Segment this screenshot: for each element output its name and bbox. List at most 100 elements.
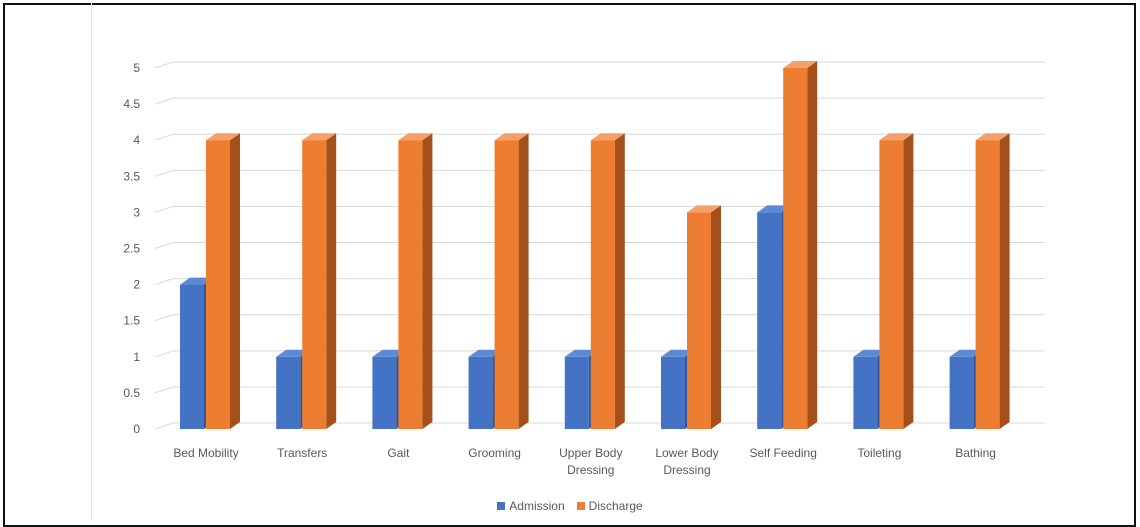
bar-front [757, 212, 782, 429]
gridline-diagonal [154, 61, 174, 69]
bar-front [783, 68, 808, 429]
gridline-diagonal [154, 205, 174, 213]
gridline-diagonal [154, 97, 174, 105]
y-tick-label: 3 [133, 205, 140, 219]
gridline-diagonal [154, 386, 174, 394]
bar-top [757, 205, 792, 213]
bar-top [590, 133, 625, 141]
gridline-diagonal [154, 350, 174, 358]
category-label: Gait [387, 446, 410, 460]
bar-front [687, 212, 711, 429]
bar-side [614, 133, 625, 429]
gridline-diagonal [154, 133, 174, 141]
bar-side [999, 133, 1010, 429]
bar-front [853, 356, 878, 429]
bar-front [661, 356, 685, 429]
y-tick-label: 1.5 [123, 314, 140, 328]
category-label: Self Feeding [750, 446, 817, 460]
bar-discharge [590, 133, 625, 429]
bar-chart: 0 0.5 1 1.5 2 2.5 3 3.5 4 4.5 5 Bed Mobility Transf… [123, 61, 1045, 477]
y-tick-label: 1 [133, 350, 140, 364]
bar-top [302, 133, 337, 141]
bar-front [879, 140, 904, 429]
bar-discharge [783, 61, 818, 429]
bar-discharge [206, 133, 240, 429]
bar-top [468, 349, 503, 357]
bar-side [807, 61, 818, 429]
bar-top [398, 133, 433, 141]
legend-label: Admission [509, 499, 565, 513]
legend-swatch [497, 502, 506, 510]
bar-top [564, 349, 599, 357]
bar-top [949, 349, 984, 357]
y-tick-label: 0 [133, 422, 140, 436]
bar-side [903, 133, 914, 429]
legend-label: Discharge [588, 499, 643, 513]
bar-side [422, 133, 433, 429]
gridline-diagonal [154, 314, 174, 322]
bar-top [783, 61, 818, 68]
bar-front [206, 140, 230, 429]
bar-front [372, 356, 397, 429]
bar-side [230, 133, 240, 429]
bar-discharge [302, 133, 337, 429]
category-label: Lower Body [655, 446, 718, 460]
legend: Admission Discharge [0, 499, 1140, 513]
y-tick-label: 0.5 [123, 386, 140, 400]
bar-front [302, 140, 327, 429]
bar-top [276, 349, 311, 357]
bar-discharge [494, 133, 529, 429]
category-label: Upper Body [559, 446, 622, 460]
y-tick-label: 4.5 [123, 97, 140, 111]
bar-top [879, 133, 914, 141]
category-label: Dressing [663, 463, 710, 477]
category-label: Grooming [468, 446, 521, 460]
gridline-diagonal [154, 169, 174, 177]
category-label: Dressing [567, 463, 614, 477]
category-label: Bed Mobility [173, 446, 238, 460]
bar-discharge [398, 133, 433, 429]
y-tick-label: 2 [133, 278, 140, 292]
bar-top [661, 349, 695, 357]
bars [180, 61, 1010, 429]
bar-top [494, 133, 529, 141]
category-label: Transfers [277, 446, 327, 460]
bar-top [206, 133, 240, 141]
bar-discharge [975, 133, 1010, 429]
x-axis-categories: Bed Mobility Transfers Gait Grooming Upper B… [173, 446, 996, 477]
bar-front [564, 356, 589, 429]
bar-front [398, 140, 423, 429]
bar-top [853, 349, 888, 357]
bar-admission [757, 205, 792, 429]
bar-front [949, 356, 974, 429]
y-tick-label: 4 [133, 133, 140, 147]
bar-discharge [879, 133, 914, 429]
bar-side [518, 133, 529, 429]
bar-front [276, 356, 301, 429]
bar-front [468, 356, 493, 429]
margin-line [91, 3, 92, 521]
bar-top [687, 205, 721, 213]
bar-top [372, 349, 407, 357]
category-label: Toileting [857, 446, 901, 460]
y-tick-label: 5 [133, 61, 140, 75]
gridline-diagonal [154, 278, 174, 286]
y-tick-label: 2.5 [123, 242, 140, 256]
gridline-diagonal [154, 242, 174, 249]
y-axis-ticks: 0 0.5 1 1.5 2 2.5 3 3.5 4 4.5 5 [123, 61, 140, 436]
bar-side [711, 205, 721, 429]
legend-swatch [576, 502, 585, 510]
legend-item-admission: Admission [497, 499, 565, 513]
gridline-diagonal [154, 422, 174, 430]
bar-discharge [687, 205, 721, 429]
bar-front [975, 140, 1000, 429]
chart-frame [3, 3, 1136, 527]
bar-front [494, 140, 519, 429]
bar-front [180, 284, 204, 429]
bar-front [590, 140, 615, 429]
bar-side [326, 133, 337, 429]
category-label: Bathing [955, 446, 996, 460]
legend-item-discharge: Discharge [576, 499, 643, 513]
y-tick-label: 3.5 [123, 169, 140, 183]
bar-top [975, 133, 1010, 141]
